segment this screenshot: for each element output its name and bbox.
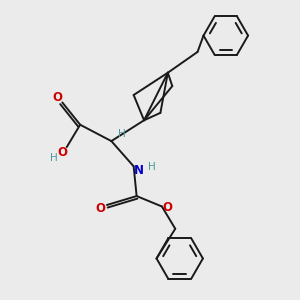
Text: H: H [118, 129, 126, 139]
Text: H: H [50, 153, 57, 163]
Text: O: O [163, 202, 173, 214]
Text: N: N [134, 164, 144, 177]
Text: O: O [57, 146, 67, 160]
Text: O: O [95, 202, 105, 215]
Text: O: O [52, 91, 62, 103]
Text: H: H [148, 162, 155, 172]
